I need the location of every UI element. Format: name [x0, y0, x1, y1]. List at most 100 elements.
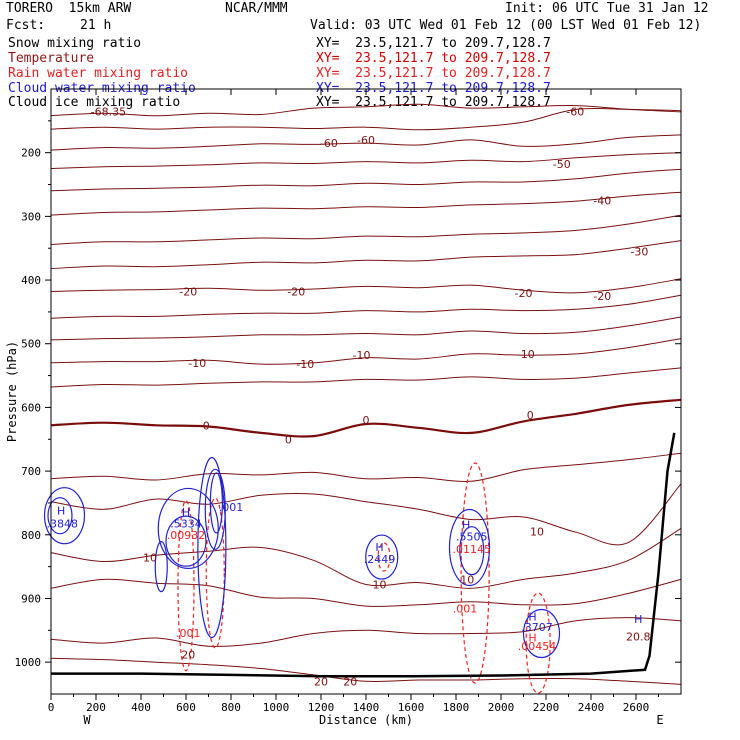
x-tick-label: 800 — [221, 701, 241, 714]
cloud-contour — [209, 472, 223, 534]
field-name-temperature: Temperature — [8, 51, 95, 66]
isotherm — [50, 367, 682, 388]
isotherm — [50, 316, 682, 341]
x-tick-label: 2600 — [623, 701, 650, 714]
cloud-contour — [47, 497, 73, 535]
x-tick-label: 400 — [131, 701, 151, 714]
axes: 0 200 400 600 800 1000 1200 1400 1600 1800 2000 220… — [5, 88, 682, 727]
cloud-label: .2449 — [364, 553, 396, 566]
isotherm — [50, 191, 682, 216]
temperature-label: -10 — [188, 357, 206, 370]
cloud-contour — [157, 487, 219, 570]
temperature-label: 0 — [285, 433, 292, 446]
temperature-label: -10 — [517, 348, 535, 361]
rain-label: .001 — [453, 603, 478, 616]
fcst-value: 21 h — [80, 18, 112, 33]
rain-label: .00454 — [518, 640, 557, 653]
y-tick-label: 400 — [21, 274, 41, 287]
temperature-label: 20.8 — [626, 631, 651, 644]
cloud-contour — [165, 515, 207, 567]
rain-label: .01145 — [453, 543, 492, 556]
y-tick-label: 1000 — [15, 656, 42, 669]
x-tick-label: 1800 — [443, 701, 470, 714]
x-tick-label: 2400 — [578, 701, 605, 714]
cloud-contour — [43, 487, 86, 545]
y-tick-label: 700 — [21, 465, 41, 478]
temperature-label: -40 — [593, 194, 611, 207]
y-tick-label: 300 — [21, 210, 41, 223]
plot-frame — [50, 88, 682, 695]
cloud-label: .001 — [219, 501, 244, 514]
isotherm — [50, 152, 682, 170]
cloud-label: .5334 — [170, 517, 202, 530]
fcst-label: Fcst: — [6, 18, 46, 33]
temperature-label: 20 — [314, 675, 328, 688]
rain-contour — [377, 542, 391, 572]
temperature-label: -30 — [630, 245, 648, 258]
high-label: H — [634, 613, 642, 626]
east-label: E — [656, 713, 663, 727]
isotherm — [50, 657, 682, 685]
rain-label: H — [528, 631, 536, 644]
high-label: H — [462, 519, 470, 532]
temperature-label: 0 — [527, 409, 534, 422]
cloud-contour — [522, 608, 561, 659]
x-tick-label: 1400 — [353, 701, 380, 714]
temperature-label: 10 — [143, 552, 157, 565]
temperature-label: -20 — [179, 286, 197, 299]
y-tick-label: 200 — [21, 147, 41, 160]
isotherm — [50, 103, 682, 117]
cloud-label: .3707 — [521, 621, 553, 634]
temperature-label: -60 — [357, 134, 375, 147]
cloud-contour — [365, 534, 399, 580]
isotherm — [50, 338, 682, 365]
x-axis-title: Distance (km) — [319, 713, 413, 727]
cloud-contour — [204, 468, 226, 550]
isotherm — [50, 134, 682, 151]
temperature-label: -20 — [515, 287, 533, 300]
high-label: H — [182, 506, 190, 519]
temperature-label: -68.35 — [91, 105, 126, 118]
terrain-line — [51, 432, 676, 678]
high-label: H — [57, 505, 65, 518]
field-name-cloud-ice: Cloud ice mixing ratio — [8, 95, 181, 110]
field-name-snow: Snow mixing ratio — [8, 36, 142, 51]
x-tick-label: 0 — [48, 701, 55, 714]
cloud-contour — [197, 456, 227, 639]
temperature-label: -60 — [566, 105, 584, 118]
cloud-label: .3848 — [47, 517, 79, 530]
cloud-label: .5505 — [456, 531, 488, 544]
temperature-label: 0 — [203, 419, 210, 432]
y-tick-label: 500 — [21, 338, 41, 351]
temperature-label: 10 — [373, 578, 387, 591]
temperature-label: -50 — [553, 158, 571, 171]
y-axis-title: Pressure (hPa) — [5, 341, 19, 442]
temperature-label: 10 — [460, 573, 474, 586]
x-tick-label: 2200 — [533, 701, 560, 714]
field-xy-temperature: XY= 23.5,121.7 to 209.7,128.7 — [316, 51, 551, 66]
x-tick-label: 2000 — [488, 701, 515, 714]
model-title: TORERO 15km ARW — [6, 1, 132, 16]
rain-contours — [177, 462, 551, 694]
valid-time: Valid: 03 UTC Wed 01 Feb 12 (00 LST Wed … — [310, 18, 702, 33]
west-label: W — [83, 713, 91, 727]
x-tick-label: 1600 — [398, 701, 425, 714]
rain-contour — [525, 592, 551, 694]
y-tick-label: 900 — [21, 592, 41, 605]
temperature-label: -20 — [287, 286, 305, 299]
high-label: H — [528, 610, 536, 623]
cloud-contour — [154, 541, 168, 593]
x-tick-label: 1000 — [263, 701, 290, 714]
cloud-contours — [43, 456, 561, 659]
temperature-label: -20 — [593, 290, 611, 303]
rain-label: .00932 — [167, 529, 206, 542]
rain-contour — [205, 497, 225, 649]
isotherm — [50, 278, 682, 294]
terrain — [51, 432, 676, 678]
y-tick-label: 800 — [21, 529, 41, 542]
cloud-contour — [448, 508, 491, 587]
high-label: H — [375, 541, 383, 554]
isotherm — [50, 168, 682, 192]
temperature-label: 20 — [343, 675, 357, 688]
